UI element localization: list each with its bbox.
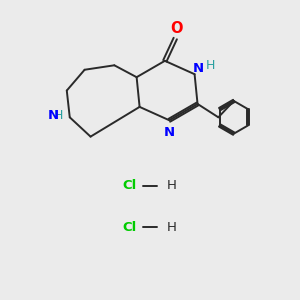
Text: H: H [54, 109, 63, 122]
Text: N: N [193, 62, 204, 75]
Text: N: N [164, 126, 175, 139]
Text: Cl: Cl [122, 221, 136, 234]
Text: N: N [47, 109, 58, 122]
Text: Cl: Cl [122, 179, 136, 192]
Text: O: O [170, 21, 183, 36]
Text: H: H [166, 179, 176, 192]
Text: H: H [206, 59, 216, 72]
Text: H: H [166, 221, 176, 234]
